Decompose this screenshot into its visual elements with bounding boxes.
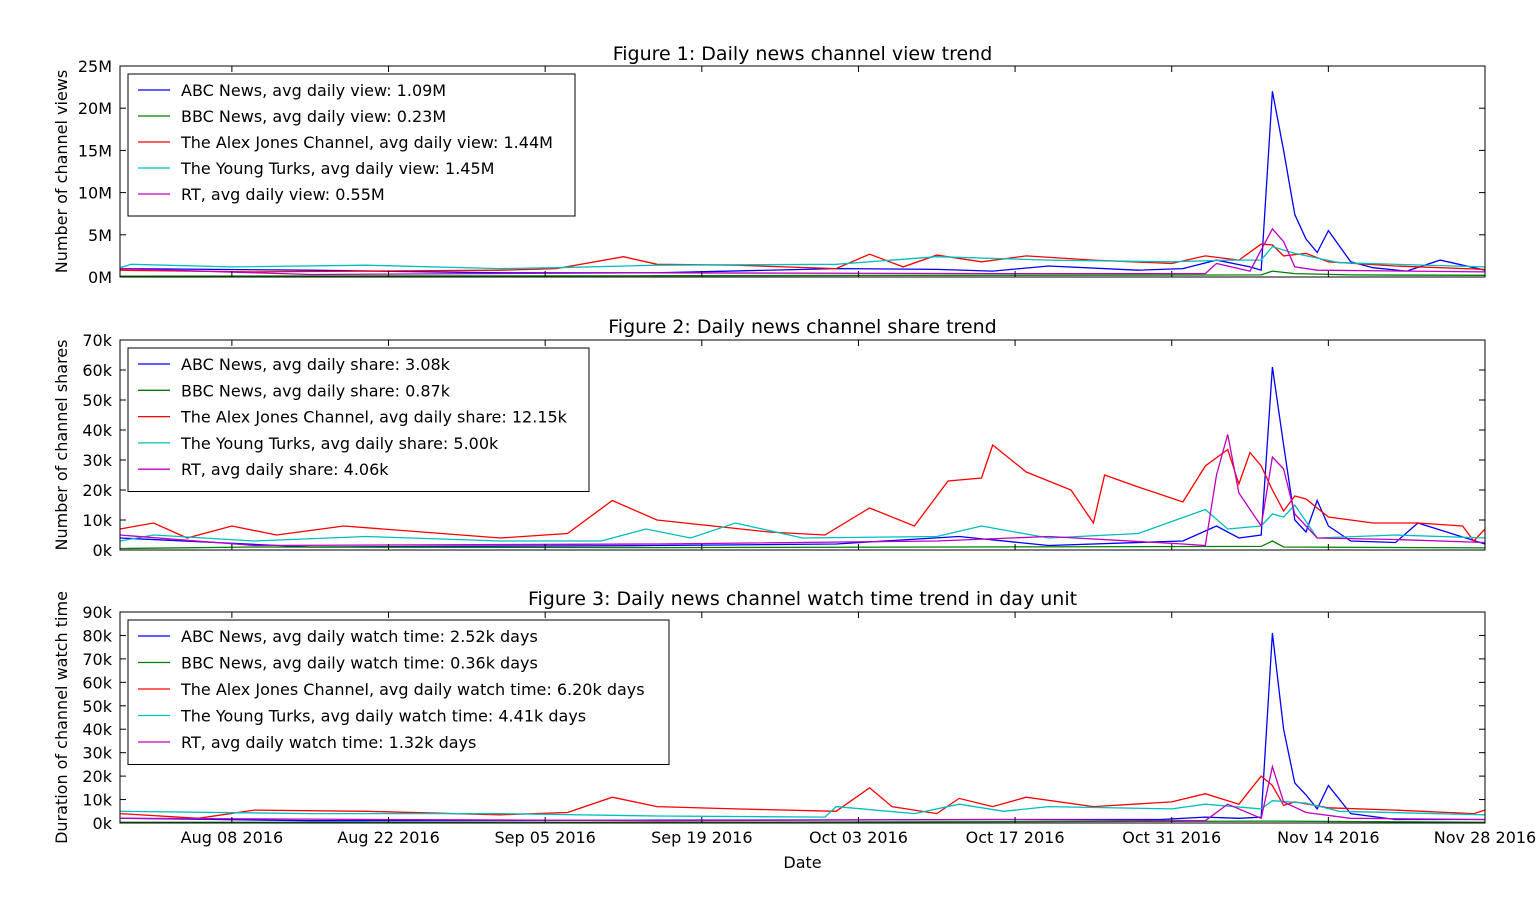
legend-box: [127, 347, 590, 492]
x-axis-label: Date: [783, 853, 821, 872]
y-axis-label: Number of channel views: [52, 70, 71, 273]
y-axis-label: Number of channel shares: [52, 340, 71, 551]
series-line-4: [120, 800, 1485, 818]
legend-entry: The Alex Jones Channel, avg daily view: …: [180, 133, 553, 152]
y-axis-label: Duration of channel watch time: [52, 591, 71, 844]
x-tick-label: Aug 22 2016: [337, 828, 440, 847]
y-tick-label: 10k: [82, 511, 112, 530]
series-line-3: [120, 443, 1485, 543]
legend-entry: BBC News, avg daily view: 0.23M: [181, 107, 446, 126]
y-tick-label: 80k: [82, 626, 112, 645]
y-tick-label: 90k: [82, 603, 112, 622]
y-tick-label: 0k: [93, 541, 113, 560]
x-tick-label: Oct 03 2016: [809, 828, 908, 847]
plot-frame: [119, 339, 1486, 551]
x-tick-label: Nov 14 2016: [1277, 828, 1379, 847]
legend-entry: The Alex Jones Channel, avg daily share:…: [180, 408, 568, 427]
y-tick-label: 5M: [88, 226, 112, 245]
legend-entry: The Young Turks, avg daily watch time: 4…: [180, 707, 586, 726]
x-tick-label: Sep 05 2016: [494, 828, 595, 847]
y-tick-label: 40k: [82, 421, 112, 440]
chart-title: Figure 3: Daily news channel watch time …: [528, 588, 1077, 610]
y-tick-label: 30k: [82, 451, 112, 470]
y-tick-label: 10M: [78, 184, 112, 203]
series-line-4: [120, 503, 1485, 542]
x-tick-label: Nov 28 2016: [1434, 828, 1536, 847]
x-tick-label: Aug 08 2016: [181, 828, 284, 847]
legend-entry: RT, avg daily watch time: 1.32k days: [181, 733, 476, 752]
plot-frame: [119, 65, 1486, 278]
legend: ABC News, avg daily watch time: 2.52k da…: [127, 619, 670, 765]
chart-panel-3: Figure 3: Daily news channel watch time …: [52, 588, 1536, 872]
legend-entry: ABC News, avg daily share: 3.08k: [181, 355, 451, 374]
series-line-4: [120, 245, 1485, 270]
legend: ABC News, avg daily view: 1.09M BBC News,…: [127, 73, 576, 217]
series-lines: [120, 366, 1485, 550]
legend-entry: BBC News, avg daily share: 0.87k: [181, 381, 451, 400]
legend-entry: BBC News, avg daily watch time: 0.36k da…: [181, 654, 538, 673]
series-line-3: [120, 775, 1485, 819]
y-tick-label: 60k: [82, 361, 112, 380]
y-tick-label: 50k: [82, 391, 112, 410]
series-lines: [120, 91, 1485, 277]
y-tick-label: 60k: [82, 673, 112, 692]
y-tick-label: 15M: [78, 141, 112, 160]
series-line-5: [120, 764, 1485, 822]
y-tick-label: 40k: [82, 720, 112, 739]
legend-box: [127, 619, 670, 765]
series-line-5: [120, 227, 1485, 276]
y-tick-label: 30k: [82, 744, 112, 763]
legend-entry: RT, avg daily view: 0.55M: [181, 185, 385, 204]
y-tick-label: 70k: [82, 331, 112, 350]
series-line-5: [120, 434, 1485, 547]
legend: ABC News, avg daily share: 3.08k BBC News…: [127, 347, 590, 492]
legend-entry: The Young Turks, avg daily view: 1.45M: [180, 159, 494, 178]
chart-panel-1: Figure 1: Daily news channel view trend N…: [52, 43, 1486, 287]
y-tick-label: 0M: [88, 268, 112, 287]
legend-entry: The Alex Jones Channel, avg daily watch …: [180, 680, 645, 699]
y-tick-label: 20k: [82, 481, 112, 500]
x-tick-label: Oct 31 2016: [1122, 828, 1221, 847]
y-tick-label: 70k: [82, 650, 112, 669]
x-tick-label: Oct 17 2016: [966, 828, 1065, 847]
legend-box: [127, 73, 576, 217]
series-line-2: [120, 540, 1485, 550]
legend-entry: The Young Turks, avg daily share: 5.00k: [180, 434, 499, 453]
plot-frame: [119, 611, 1486, 824]
y-tick-label: 20M: [78, 99, 112, 118]
series-line-2: [120, 270, 1485, 277]
x-tick-label: Sep 19 2016: [651, 828, 752, 847]
y-tick-label: 50k: [82, 697, 112, 716]
legend-entry: RT, avg daily share: 4.06k: [181, 460, 389, 479]
chart-title: Figure 2: Daily news channel share trend: [608, 316, 996, 338]
chart-panel-2: Figure 2: Daily news channel share trend…: [52, 316, 1486, 560]
chart-title: Figure 1: Daily news channel view trend: [613, 43, 993, 65]
legend-entry: ABC News, avg daily view: 1.09M: [181, 81, 446, 100]
y-tick-label: 0k: [93, 814, 113, 833]
y-tick-label: 25M: [78, 57, 112, 76]
series-lines: [120, 633, 1485, 823]
series-line-3: [120, 243, 1485, 273]
y-tick-label: 20k: [82, 767, 112, 786]
y-tick-label: 10k: [82, 791, 112, 810]
legend-entry: ABC News, avg daily watch time: 2.52k da…: [181, 627, 538, 646]
